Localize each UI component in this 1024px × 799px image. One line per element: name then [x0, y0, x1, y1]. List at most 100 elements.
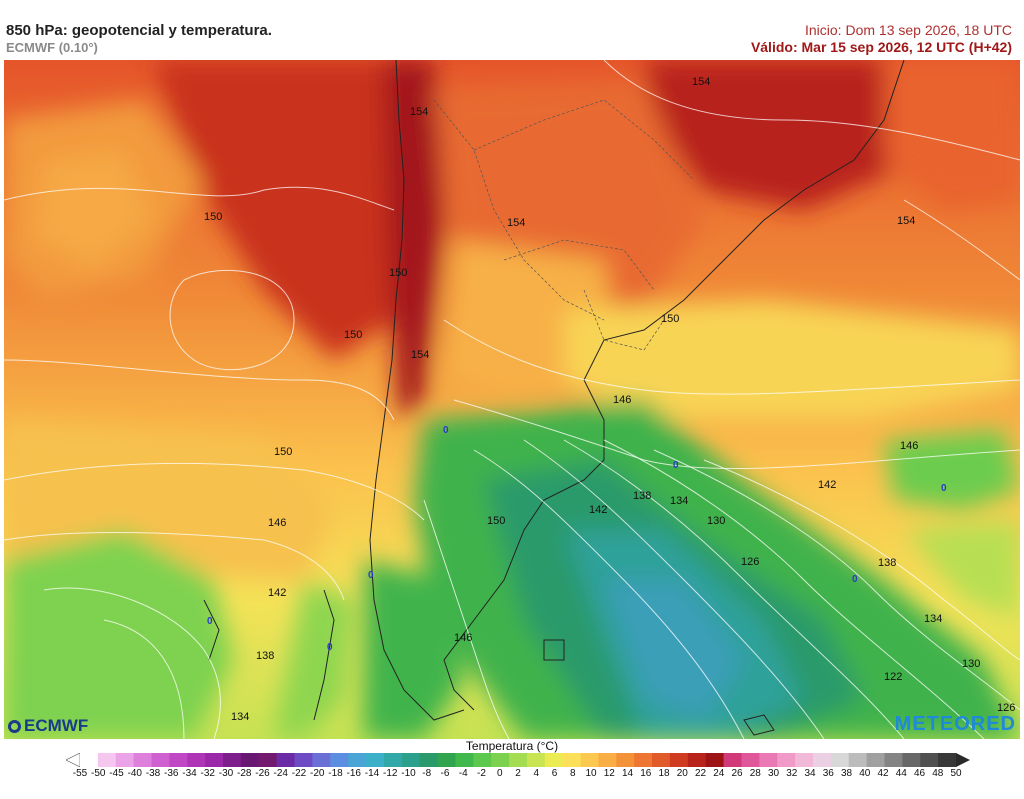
legend-swatch	[473, 753, 492, 767]
temperature-legend	[66, 753, 970, 767]
legend-tick-label: -16	[346, 768, 361, 779]
legend-tick-label: 38	[840, 768, 853, 779]
header: 850 hPa: geopotencial y temperatura. ECM…	[0, 0, 1024, 60]
ecmwf-logo-text: ECMWF	[24, 716, 89, 735]
legend-tick-label: -24	[273, 768, 288, 779]
legend-swatch	[97, 753, 117, 767]
ecmwf-logo-icon	[8, 719, 21, 733]
legend-right-arrow	[956, 753, 970, 767]
legend-tick-label: -50	[91, 768, 106, 779]
legend-tick-label: 36	[822, 768, 834, 779]
legend-tick-label: 16	[640, 768, 652, 779]
legend-swatch	[848, 753, 868, 767]
contour-label: 146	[613, 394, 631, 406]
legend-swatch	[437, 753, 456, 767]
contour-label: 150	[344, 329, 362, 341]
contour-label: 146	[900, 440, 918, 452]
zero-isotherm-label: 0	[443, 425, 449, 436]
legend-tick-label: 4	[533, 768, 540, 779]
legend-swatch	[419, 753, 439, 767]
meteored-logo: METEORED	[894, 713, 1016, 735]
legend-swatch	[884, 753, 903, 767]
geopotential-contours	[4, 60, 1020, 739]
legend-tick-label: -10	[401, 768, 416, 779]
contour-label: 134	[924, 613, 942, 625]
legend-tick-label: 10	[585, 768, 597, 779]
contour-label: 126	[997, 702, 1015, 714]
legend-tick-label: -36	[164, 768, 179, 779]
contour-label: 154	[897, 215, 915, 227]
legend-swatch	[938, 753, 957, 767]
contour-label: 134	[231, 711, 249, 723]
legend-swatch	[580, 753, 599, 767]
contour-label: 142	[818, 479, 836, 491]
zero-isotherm-label: 0	[207, 616, 213, 627]
legend-tick-label: -4	[458, 768, 468, 779]
contour-label: 122	[884, 671, 902, 683]
legend-tick-label: 22	[694, 768, 707, 779]
legend-tick-label: -34	[182, 768, 197, 779]
weather-map[interactable]: 154 154 154 150 154 150 150 154 150 146 …	[4, 60, 1020, 739]
legend-tick-label: -26	[255, 768, 270, 779]
legend-tick-label: -55	[72, 768, 88, 779]
contour-label: 154	[411, 349, 429, 361]
model-label: ECMWF (0.10°)	[6, 40, 98, 55]
legend-tick-label: -18	[328, 768, 343, 779]
legend-swatch	[223, 753, 242, 767]
legend-tick-label: 48	[932, 768, 944, 779]
contour-label: 150	[389, 267, 407, 279]
legend-swatch	[366, 753, 385, 767]
legend-tick-label: 40	[859, 768, 871, 779]
contour-label: 126	[741, 556, 759, 568]
legend-swatch	[294, 753, 313, 767]
legend-swatch	[330, 753, 349, 767]
legend-swatch	[598, 753, 617, 767]
zero-isotherm-label: 0	[673, 460, 679, 471]
legend-tick-label: -14	[364, 768, 380, 779]
legend-tick-label: 26	[731, 768, 743, 779]
legend-tick-label: -30	[218, 768, 234, 779]
init-time: Inicio: Dom 13 sep 2026, 18 UTC	[805, 22, 1012, 38]
legend-swatch	[312, 753, 331, 767]
contour-label: 130	[962, 658, 980, 670]
legend-tick-label: 0	[496, 768, 503, 779]
legend-tick-label: 28	[749, 768, 761, 779]
legend-swatch	[562, 753, 582, 767]
legend-tick-label: 6	[551, 768, 558, 779]
contour-label: 134	[670, 495, 688, 507]
legend-tick-label: 12	[603, 768, 615, 779]
zero-isotherm-label: 0	[852, 574, 858, 585]
ecmwf-logo: ECMWF	[8, 716, 88, 736]
contour-label: 130	[707, 515, 725, 527]
legend-tick-label: -45	[109, 768, 124, 779]
legend-swatch	[348, 753, 367, 767]
contour-labels: 154 154 154 150 154 150 150 154 150 146 …	[204, 76, 1015, 723]
legend-tick-label: 14	[621, 768, 634, 779]
legend-swatch	[687, 753, 707, 767]
coastlines	[203, 60, 905, 736]
legend-colorbar	[66, 753, 970, 767]
contour-label: 154	[507, 217, 525, 229]
legend-tick-label: -32	[200, 768, 215, 779]
legend-tick-label: 18	[658, 768, 670, 779]
legend-tick-label: 46	[913, 768, 926, 779]
legend-tick-label: -8	[422, 768, 432, 779]
legend-swatch	[115, 753, 135, 767]
legend-left-arrow	[66, 753, 81, 767]
legend-swatch	[920, 753, 939, 767]
legend-swatch	[812, 753, 832, 767]
legend-tick-label: 24	[713, 768, 725, 779]
legend-swatch	[205, 753, 224, 767]
contour-label: 150	[661, 313, 679, 325]
legend-tick-label: -6	[440, 768, 450, 779]
legend-tick-label: -20	[310, 768, 325, 779]
legend-swatch	[777, 753, 796, 767]
zero-isotherm-label: 0	[327, 642, 333, 653]
legend-swatch	[723, 753, 742, 767]
legend-tick-label: -2	[477, 768, 486, 779]
legend-tick-label: -38	[145, 768, 161, 779]
legend-swatch	[652, 753, 671, 767]
map-canvas: 154 154 154 150 154 150 150 154 150 146 …	[4, 60, 1020, 739]
contour-label: 138	[878, 557, 896, 569]
legend-tick-label: -22	[291, 768, 307, 779]
